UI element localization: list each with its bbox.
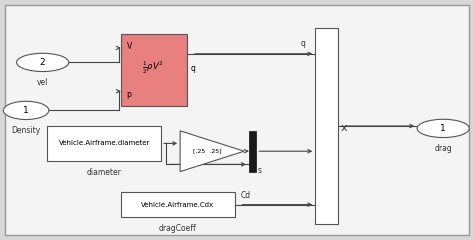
FancyBboxPatch shape [121, 34, 187, 106]
Text: drag: drag [434, 144, 452, 153]
Text: 1: 1 [440, 124, 446, 133]
Text: Cd: Cd [240, 191, 250, 200]
Text: 2: 2 [40, 58, 46, 67]
Text: p: p [127, 90, 131, 99]
Text: Vehicle.Airframe.Cdx: Vehicle.Airframe.Cdx [141, 202, 214, 208]
Ellipse shape [3, 101, 49, 120]
FancyBboxPatch shape [121, 192, 235, 217]
Text: [.25  .25]: [.25 .25] [193, 149, 222, 154]
Text: V: V [127, 42, 132, 51]
FancyBboxPatch shape [47, 126, 161, 161]
Text: s: s [258, 166, 262, 175]
Text: vel: vel [37, 78, 48, 87]
Text: 1: 1 [23, 106, 29, 115]
Ellipse shape [417, 119, 469, 138]
Text: $\frac{1}{2}\rho V^2$: $\frac{1}{2}\rho V^2$ [142, 60, 164, 76]
Text: Density: Density [11, 126, 41, 134]
Text: dragCoeff: dragCoeff [159, 224, 197, 233]
Text: diameter: diameter [87, 168, 122, 177]
Text: Vehicle.Airframe.diameter: Vehicle.Airframe.diameter [59, 140, 150, 146]
Text: q: q [301, 39, 306, 48]
FancyBboxPatch shape [5, 5, 469, 235]
FancyBboxPatch shape [315, 28, 338, 224]
Ellipse shape [17, 53, 69, 72]
Polygon shape [180, 131, 244, 172]
FancyBboxPatch shape [249, 131, 256, 172]
Text: x: x [340, 123, 347, 133]
Text: q: q [191, 64, 196, 73]
